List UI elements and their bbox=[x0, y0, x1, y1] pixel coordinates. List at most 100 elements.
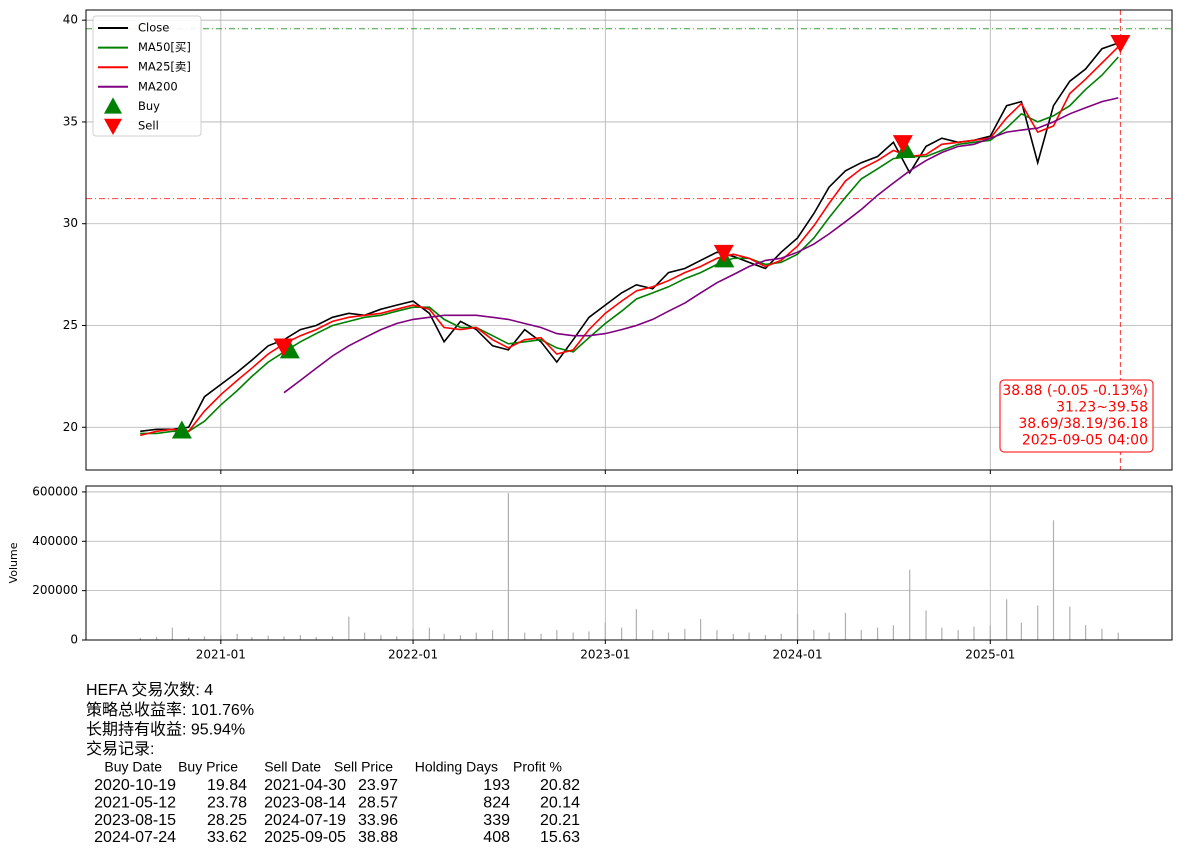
volume-bar bbox=[1069, 606, 1071, 640]
volume-bar bbox=[876, 627, 879, 640]
table-header: Buy Price bbox=[178, 759, 238, 775]
y-axis-label: Volume bbox=[7, 542, 20, 583]
volume-bar bbox=[973, 626, 975, 640]
annotation-text: 38.69/38.19/36.18 bbox=[1018, 416, 1148, 432]
table-cell: 2024-07-24 bbox=[94, 829, 176, 846]
table-cell: 15.63 bbox=[540, 829, 580, 846]
volume-bar bbox=[684, 628, 686, 640]
y-tick-label: 0 bbox=[70, 633, 78, 647]
volume-bar bbox=[396, 636, 398, 640]
volume-bar bbox=[1006, 599, 1008, 640]
y-tick-label: 400000 bbox=[32, 534, 78, 548]
volume-bar bbox=[380, 635, 382, 640]
y-tick-label: 30 bbox=[63, 216, 78, 230]
trade-marker bbox=[171, 420, 192, 439]
table-cell: 33.96 bbox=[358, 812, 398, 829]
table-cell: 19.84 bbox=[207, 777, 247, 794]
volume-bar bbox=[188, 637, 190, 640]
volume-bar bbox=[604, 622, 606, 640]
table-header: Sell Price bbox=[334, 759, 393, 775]
volume-bar bbox=[220, 635, 222, 640]
volume-bar bbox=[813, 630, 815, 640]
annotation-text: 38.88 (-0.05 -0.13%) bbox=[1002, 383, 1148, 399]
volume-bar bbox=[251, 637, 253, 640]
table-cell: 408 bbox=[483, 829, 510, 846]
legend-label: Close bbox=[138, 21, 169, 35]
legend-label: MA50[买] bbox=[138, 40, 191, 54]
price-line bbox=[140, 56, 1119, 435]
annotation-text: 2025-09-05 04:00 bbox=[1022, 433, 1148, 449]
legend-label: MA200 bbox=[138, 79, 178, 93]
volume-bar bbox=[667, 632, 670, 640]
volume-bar bbox=[989, 625, 991, 640]
volume-bar bbox=[796, 614, 799, 640]
table-cell: 28.57 bbox=[358, 795, 398, 812]
volume-bar bbox=[412, 628, 414, 640]
price-line bbox=[140, 46, 1119, 437]
summary-line: 长期持有收益: 95.94% bbox=[86, 720, 245, 738]
legend-swatch bbox=[104, 97, 122, 114]
trade-marker bbox=[1110, 34, 1131, 53]
volume-bar bbox=[524, 632, 526, 640]
y-tick-label: 25 bbox=[63, 318, 78, 332]
table-cell: 2023-08-14 bbox=[264, 795, 346, 812]
volume-bar bbox=[155, 637, 158, 640]
volume-bar bbox=[203, 636, 206, 640]
y-tick-label: 35 bbox=[63, 114, 78, 128]
volume-bar bbox=[348, 616, 350, 640]
table-cell: 20.14 bbox=[540, 795, 580, 812]
volume-bar bbox=[491, 630, 494, 640]
x-tick-label: 2021-01 bbox=[196, 648, 246, 662]
volume-bar bbox=[283, 636, 285, 640]
volume-bar bbox=[1117, 632, 1119, 640]
volume-bar bbox=[588, 631, 590, 640]
volume-bar bbox=[716, 630, 718, 640]
volume-bar bbox=[556, 630, 558, 640]
trade-marker bbox=[713, 244, 734, 263]
volume-bar bbox=[267, 635, 269, 640]
volume-bar bbox=[909, 569, 911, 640]
volume-bar bbox=[171, 627, 173, 640]
volume-bar bbox=[925, 610, 927, 640]
volume-bar bbox=[764, 635, 767, 640]
trade-marker bbox=[895, 140, 916, 159]
axes-frame bbox=[85, 485, 1173, 641]
table-cell: 2023-08-15 bbox=[94, 812, 176, 829]
legend-swatch bbox=[104, 118, 122, 135]
x-tick-label: 2025-01 bbox=[965, 648, 1015, 662]
volume-bar bbox=[892, 625, 894, 640]
annotation-text: 31.23~39.58 bbox=[1056, 400, 1148, 416]
volume-bar bbox=[621, 627, 623, 640]
legend-label: MA25[卖] bbox=[138, 60, 191, 74]
axes-frame bbox=[85, 9, 1173, 471]
volume-bar bbox=[443, 633, 445, 640]
volume-bar bbox=[540, 633, 542, 640]
price-line bbox=[283, 97, 1119, 394]
table-cell: 193 bbox=[483, 777, 510, 794]
table-cell: 23.97 bbox=[358, 777, 398, 794]
legend-label: Buy bbox=[138, 99, 160, 113]
summary-line: 策略总收益率: 101.76% bbox=[86, 701, 254, 719]
table-cell: 824 bbox=[483, 795, 510, 812]
trade-marker bbox=[892, 135, 913, 154]
table-cell: 2021-04-30 bbox=[264, 777, 346, 794]
legend-box bbox=[92, 15, 202, 137]
table-cell: 33.62 bbox=[207, 829, 247, 846]
plot-area bbox=[86, 10, 1172, 470]
volume-bar bbox=[236, 633, 238, 640]
price-line bbox=[140, 42, 1119, 433]
y-tick-label: 20 bbox=[63, 420, 78, 434]
table-cell: 20.21 bbox=[540, 812, 580, 829]
volume-bar bbox=[844, 612, 847, 640]
summary-line: 交易记录: bbox=[86, 740, 154, 758]
y-tick-label: 40 bbox=[63, 13, 78, 27]
volume-bar bbox=[1037, 605, 1039, 640]
x-tick-label: 2024-01 bbox=[772, 648, 822, 662]
table-header: Profit % bbox=[513, 759, 562, 775]
volume-bar bbox=[732, 633, 734, 640]
table-cell: 2024-07-19 bbox=[264, 812, 346, 829]
legend-label: Sell bbox=[138, 119, 159, 133]
volume-bar bbox=[941, 627, 943, 640]
table-cell: 339 bbox=[483, 812, 510, 829]
